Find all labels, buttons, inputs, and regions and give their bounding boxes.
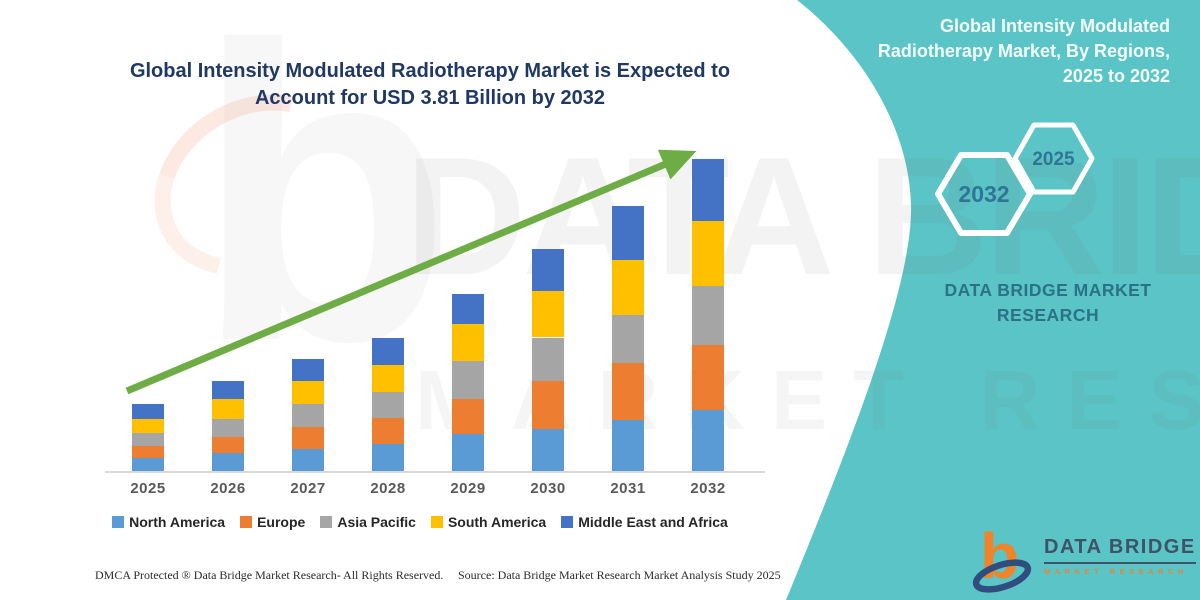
bar-segment-2025-middle-east-and-africa [132, 403, 164, 419]
dmca-notice: DMCA Protected ® Data Bridge Market Rese… [95, 568, 444, 582]
x-axis-label-2031: 2031 [610, 480, 646, 497]
legend-label: North America [129, 514, 226, 530]
bar-segment-2029-north-america [452, 434, 484, 471]
legend-label: Asia Pacific [337, 514, 416, 530]
bar-segment-2031-asia-pacific [612, 314, 644, 363]
logo-text-column: DATA BRIDGE MARKET RESEARCH [1044, 536, 1196, 576]
legend-item-asia-pacific: Asia Pacific [320, 514, 416, 530]
bar-segment-2026-asia-pacific [212, 418, 244, 437]
bar-segment-2028-south-america [372, 364, 404, 392]
source-note: Source: Data Bridge Market Research Mark… [458, 568, 781, 582]
bar-segment-2032-europe [692, 344, 724, 411]
x-axis-line [105, 471, 765, 473]
bar-segment-2027-europe [292, 426, 324, 449]
bar-segment-2029-south-america [452, 324, 484, 362]
bar-segment-2028-asia-pacific [372, 391, 404, 418]
legend-item-north-america: North America [112, 514, 225, 530]
bar-segment-2029-europe [452, 398, 484, 435]
bar-segment-2026-middle-east-and-africa [212, 380, 244, 399]
bar-segment-2031-middle-east-and-africa [612, 205, 644, 260]
legend-label: South America [447, 514, 547, 530]
logo-tagline: MARKET RESEARCH [1044, 567, 1188, 576]
x-axis-label-2027: 2027 [290, 480, 326, 497]
x-axis-label-2030: 2030 [530, 480, 566, 497]
bar-segment-2032-asia-pacific [692, 285, 724, 345]
x-axis-label-2025: 2025 [130, 480, 166, 497]
bar-segment-2030-middle-east-and-africa [532, 249, 564, 291]
legend-label: Middle East and Africa [578, 514, 728, 530]
bar-segment-2029-middle-east-and-africa [452, 294, 484, 325]
bar-segment-2032-south-america [692, 221, 724, 286]
bar-segment-2027-south-america [292, 380, 324, 404]
bar-segment-2031-south-america [612, 259, 644, 315]
legend-item-middle-east-and-africa: Middle East and Africa [561, 514, 728, 530]
bar-segment-2028-middle-east-and-africa [372, 338, 404, 365]
panel-title-line1: Global Intensity Modulated [939, 16, 1170, 36]
bar-segment-2027-north-america [292, 448, 324, 471]
bar-segment-2026-south-america [212, 398, 244, 419]
legend-swatch-north-america [112, 516, 125, 528]
bar-segment-2030-europe [532, 380, 564, 430]
bar-segment-2032-north-america [692, 410, 724, 471]
x-axis-label-2026: 2026 [210, 480, 246, 497]
teal-panel-shape [786, 0, 1200, 600]
x-axis-label-2032: 2032 [690, 480, 726, 497]
legend-swatch-south-america [430, 516, 443, 528]
chart-title: Global Intensity Modulated Radiotherapy … [120, 58, 740, 112]
bar-segment-2025-north-america [132, 457, 164, 471]
bar-segment-2030-asia-pacific [532, 337, 564, 381]
bar-segment-2025-asia-pacific [132, 432, 164, 446]
x-axis-label-2029: 2029 [450, 480, 486, 497]
x-axis-label-2028: 2028 [370, 480, 406, 497]
chart-title-line1: Global Intensity Modulated Radiotherapy … [129, 60, 731, 82]
bar-segment-2032-middle-east-and-africa [692, 158, 724, 222]
legend-item-europe: Europe [240, 514, 305, 530]
bar-segment-2026-north-america [212, 452, 244, 471]
logo-name: DATA BRIDGE [1044, 536, 1196, 564]
bar-segment-2028-north-america [372, 443, 404, 471]
chart-title-line2: Account for USD 3.81 Billion by 2032 [254, 87, 606, 109]
bar-segment-2025-south-america [132, 418, 164, 433]
chart-legend: North America Europe Asia Pacific South Ame… [70, 514, 770, 530]
logo-swoosh-ellipse [972, 559, 1032, 593]
legend-label: Europe [257, 514, 306, 530]
legend-swatch-asia-pacific [320, 516, 333, 528]
data-bridge-logo-icon: b [972, 520, 1032, 593]
legend-swatch-middle-east-and-africa [561, 516, 574, 528]
bar-segment-2030-south-america [532, 290, 564, 338]
bar-segment-2031-north-america [612, 420, 644, 471]
legend-item-south-america: South America [430, 514, 547, 530]
bar-segment-2027-middle-east-and-africa [292, 358, 324, 381]
panel-brand-line1: DATA BRIDGE MARKET [944, 280, 1152, 300]
bar-segment-2029-asia-pacific [452, 361, 484, 399]
data-bridge-logo: b DATA BRIDGE MARKET RESEARCH [972, 516, 1196, 596]
logo-b-glyph: b [980, 520, 1019, 592]
bar-segment-2026-europe [212, 436, 244, 453]
panel-title-line2: Radiotherapy Market, By Regions, [877, 41, 1170, 62]
bar-segment-2028-europe [372, 417, 404, 444]
panel-brand-line2: RESEARCH [996, 305, 1100, 326]
bar-segment-2025-europe [132, 445, 164, 458]
panel-title: Global Intensity Modulated Radiotherapy … [830, 14, 1170, 90]
bar-segment-2027-asia-pacific [292, 403, 324, 427]
bar-segment-2030-north-america [532, 429, 564, 471]
panel-title-line3: 2025 to 2032 [1062, 66, 1170, 87]
legend-swatch-europe [240, 516, 253, 528]
panel-brand-text: DATA BRIDGE MARKET RESEARCH [908, 278, 1188, 329]
bar-segment-2031-europe [612, 362, 644, 421]
